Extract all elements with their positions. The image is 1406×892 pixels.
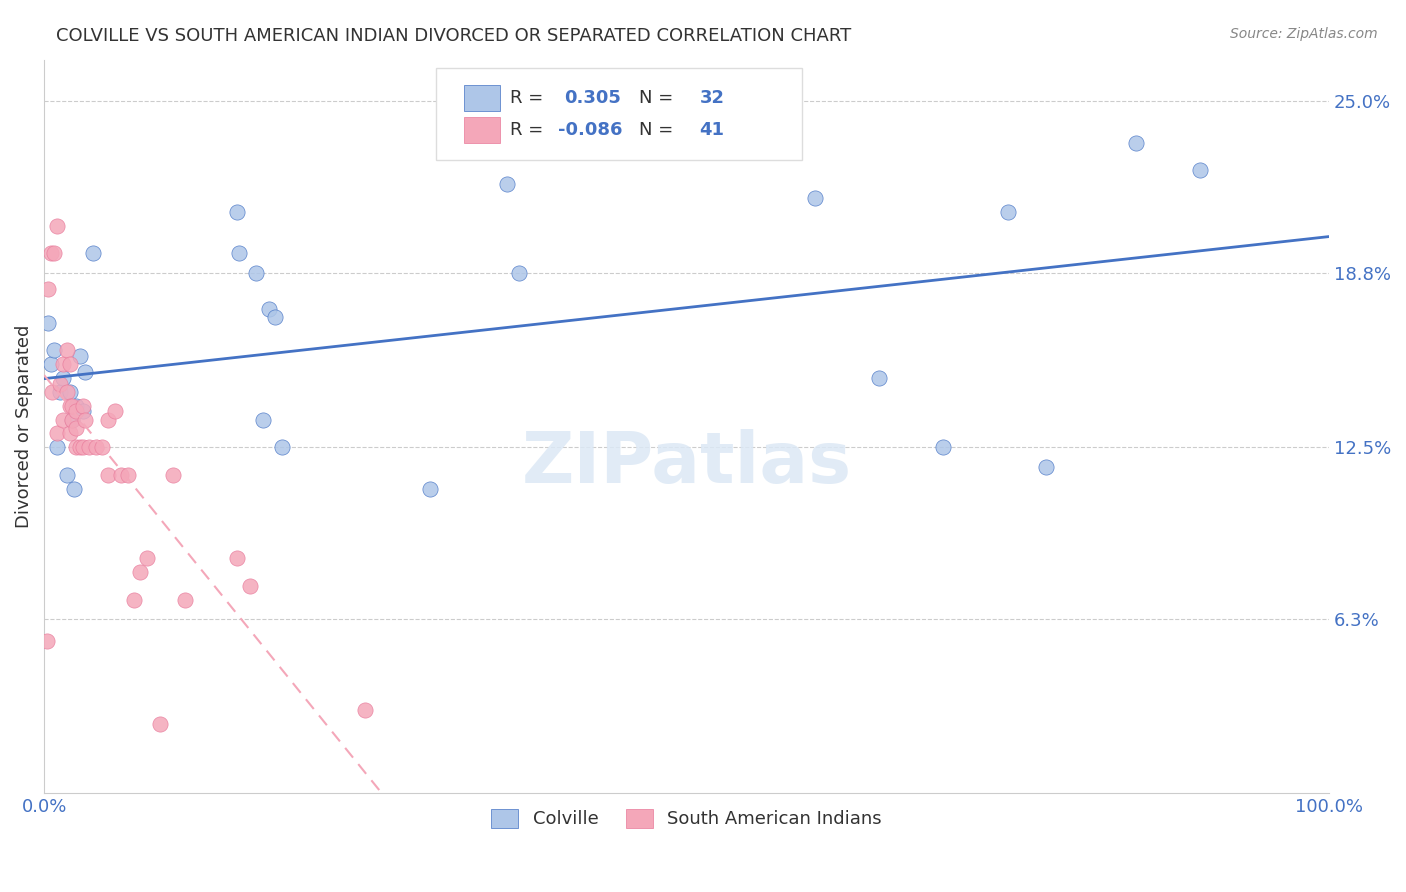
Point bbox=[149, 717, 172, 731]
Text: Source: ZipAtlas.com: Source: ZipAtlas.com bbox=[1230, 27, 1378, 41]
Legend: Colville, South American Indians: Colville, South American Indians bbox=[484, 802, 889, 836]
Point bbox=[44, 343, 66, 358]
Text: R =: R = bbox=[510, 121, 550, 139]
Point bbox=[48, 376, 70, 391]
Text: 0.305: 0.305 bbox=[564, 89, 621, 107]
Point bbox=[239, 579, 262, 593]
Point bbox=[46, 219, 69, 233]
Point bbox=[72, 399, 94, 413]
Point bbox=[56, 384, 79, 399]
FancyBboxPatch shape bbox=[464, 85, 501, 111]
Point bbox=[59, 426, 82, 441]
Point bbox=[508, 266, 530, 280]
Point bbox=[65, 421, 87, 435]
Point bbox=[69, 440, 91, 454]
Point bbox=[90, 440, 112, 454]
Point bbox=[225, 551, 247, 566]
Point bbox=[104, 404, 127, 418]
Point bbox=[264, 310, 287, 324]
Point bbox=[97, 467, 120, 482]
Point bbox=[75, 412, 97, 426]
Point bbox=[1125, 136, 1147, 150]
Point bbox=[174, 592, 197, 607]
Point bbox=[39, 357, 62, 371]
Point bbox=[60, 412, 83, 426]
Point bbox=[46, 440, 69, 454]
Point bbox=[37, 316, 59, 330]
Point bbox=[257, 301, 280, 316]
Point bbox=[69, 349, 91, 363]
Point bbox=[129, 565, 152, 579]
Point bbox=[245, 266, 267, 280]
Point bbox=[1035, 459, 1057, 474]
Point bbox=[39, 246, 62, 260]
Point bbox=[495, 178, 517, 192]
Text: 32: 32 bbox=[699, 89, 724, 107]
Point bbox=[56, 467, 79, 482]
Point bbox=[37, 282, 59, 296]
Text: N =: N = bbox=[638, 89, 679, 107]
Point bbox=[110, 467, 132, 482]
Point bbox=[252, 412, 274, 426]
Point bbox=[60, 412, 83, 426]
Point bbox=[932, 440, 955, 454]
Point bbox=[59, 399, 82, 413]
Text: -0.086: -0.086 bbox=[558, 121, 623, 139]
Point bbox=[75, 366, 97, 380]
Point bbox=[65, 440, 87, 454]
Point bbox=[72, 404, 94, 418]
Point bbox=[270, 440, 292, 454]
Text: N =: N = bbox=[638, 121, 679, 139]
Point bbox=[354, 703, 377, 717]
Point bbox=[60, 399, 83, 413]
Point bbox=[225, 205, 247, 219]
Point bbox=[868, 371, 890, 385]
Point bbox=[35, 634, 58, 648]
Point bbox=[135, 551, 157, 566]
Text: 41: 41 bbox=[699, 121, 724, 139]
Y-axis label: Divorced or Separated: Divorced or Separated bbox=[15, 325, 32, 528]
Point bbox=[52, 371, 75, 385]
Point bbox=[56, 343, 79, 358]
Text: ZIPatlas: ZIPatlas bbox=[522, 429, 852, 498]
FancyBboxPatch shape bbox=[464, 117, 501, 144]
Point bbox=[77, 440, 100, 454]
Point bbox=[46, 426, 69, 441]
Text: COLVILLE VS SOUTH AMERICAN INDIAN DIVORCED OR SEPARATED CORRELATION CHART: COLVILLE VS SOUTH AMERICAN INDIAN DIVORC… bbox=[56, 27, 852, 45]
Point bbox=[62, 482, 84, 496]
Point bbox=[84, 440, 107, 454]
Point bbox=[65, 399, 87, 413]
Point bbox=[48, 384, 70, 399]
Point bbox=[804, 191, 827, 205]
Text: R =: R = bbox=[510, 89, 550, 107]
Point bbox=[82, 246, 104, 260]
Point bbox=[97, 412, 120, 426]
Point bbox=[41, 384, 63, 399]
Point bbox=[65, 404, 87, 418]
Point bbox=[1189, 163, 1212, 178]
Point bbox=[117, 467, 139, 482]
Point bbox=[52, 357, 75, 371]
Point bbox=[59, 384, 82, 399]
Point bbox=[997, 205, 1019, 219]
Point bbox=[419, 482, 441, 496]
Point bbox=[72, 440, 94, 454]
Point bbox=[162, 467, 184, 482]
Point bbox=[44, 246, 66, 260]
Point bbox=[52, 412, 75, 426]
Point bbox=[59, 357, 82, 371]
FancyBboxPatch shape bbox=[436, 69, 803, 161]
Point bbox=[228, 246, 250, 260]
Point bbox=[122, 592, 145, 607]
